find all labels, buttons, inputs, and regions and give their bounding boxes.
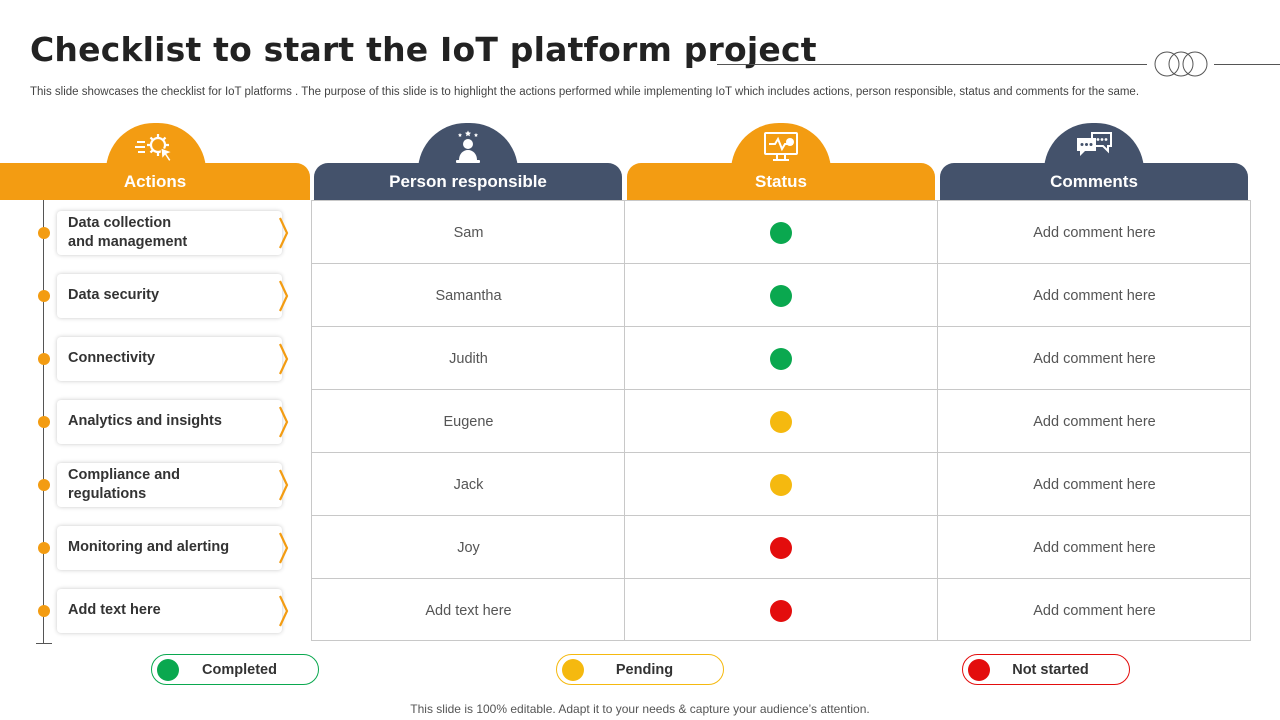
chevron-right-icon bbox=[279, 280, 289, 311]
legend-completed: Completed bbox=[151, 654, 319, 685]
action-label: Data security bbox=[68, 287, 160, 303]
person-cell: Samantha bbox=[435, 287, 502, 304]
legend-label: Not started bbox=[1012, 661, 1089, 678]
person-cell: Sam bbox=[453, 224, 484, 241]
chevron-right-icon bbox=[279, 532, 289, 563]
action-item: Data collection and management bbox=[57, 210, 282, 255]
comment-cell: Add comment here bbox=[1033, 350, 1156, 367]
monitor-status-icon bbox=[764, 132, 798, 161]
action-label: Compliance and regulations bbox=[68, 466, 180, 502]
comment-cell: Add comment here bbox=[1033, 539, 1156, 556]
checklist-table bbox=[311, 200, 1251, 641]
timeline-dot bbox=[38, 226, 50, 239]
legend-dot-not-started bbox=[968, 658, 990, 681]
timeline-dot bbox=[38, 478, 50, 491]
actions-header: Actions bbox=[0, 163, 310, 200]
timeline-dot bbox=[38, 541, 50, 554]
title-divider bbox=[717, 64, 1147, 65]
timeline-dot bbox=[38, 604, 50, 617]
chevron-right-icon bbox=[279, 595, 289, 626]
chevron-right-icon bbox=[279, 469, 289, 500]
person-cell: Judith bbox=[449, 350, 488, 367]
status-dot-not-started bbox=[770, 599, 792, 622]
status-dot-completed bbox=[770, 221, 792, 244]
title-divider-right bbox=[1214, 64, 1280, 65]
timeline-dot bbox=[38, 352, 50, 365]
legend-pending: Pending bbox=[556, 654, 724, 685]
status-dot-not-started bbox=[770, 536, 792, 559]
legend-label: Completed bbox=[202, 661, 277, 678]
action-item: Add text here bbox=[57, 588, 282, 633]
legend-dot-completed bbox=[157, 658, 179, 681]
chevron-right-icon bbox=[279, 217, 289, 248]
legend-dot-pending bbox=[562, 658, 584, 681]
person-cell: Joy bbox=[457, 539, 480, 556]
action-item: Monitoring and alerting bbox=[57, 525, 282, 570]
action-item: Connectivity bbox=[57, 336, 282, 381]
gear-cursor-icon bbox=[135, 134, 174, 163]
footer-note: This slide is 100% editable. Adapt it to… bbox=[410, 702, 870, 716]
action-label: Connectivity bbox=[68, 350, 156, 366]
person-cell: Eugene bbox=[443, 413, 494, 430]
action-label: Add text here bbox=[68, 602, 161, 618]
chat-bubbles-icon bbox=[1077, 132, 1112, 156]
legend-label: Pending bbox=[615, 661, 674, 678]
chevron-right-icon bbox=[279, 343, 289, 374]
comment-cell: Add comment here bbox=[1033, 287, 1156, 304]
comment-cell: Add comment here bbox=[1033, 413, 1156, 430]
person-cell: Jack bbox=[453, 476, 484, 493]
legend-not-started: Not started bbox=[962, 654, 1130, 685]
comment-cell: Add comment here bbox=[1033, 602, 1156, 619]
status-dot-completed bbox=[770, 347, 792, 370]
action-label: Analytics and insights bbox=[68, 413, 222, 429]
rings-icon bbox=[1154, 51, 1208, 77]
action-item: Data security bbox=[57, 273, 282, 318]
status-header: Status bbox=[627, 163, 935, 200]
comment-cell: Add comment here bbox=[1033, 224, 1156, 241]
page-subtitle: This slide showcases the checklist for I… bbox=[30, 86, 1140, 98]
status-dot-pending bbox=[770, 473, 792, 496]
action-label: Data collection and management bbox=[68, 214, 188, 250]
chevron-right-icon bbox=[279, 406, 289, 437]
person-cell: Add text here bbox=[425, 602, 512, 619]
action-label: Monitoring and alerting bbox=[68, 539, 230, 555]
timeline-end-tick bbox=[36, 643, 52, 644]
status-dot-completed bbox=[770, 284, 792, 307]
timeline-dot bbox=[38, 415, 50, 428]
action-item: Compliance and regulations bbox=[57, 462, 282, 507]
status-dot-pending bbox=[770, 410, 792, 433]
page-title: Checklist to start the IoT platform proj… bbox=[30, 30, 817, 69]
person-responsible-header: Person responsible bbox=[314, 163, 622, 200]
person-stars-icon bbox=[456, 130, 480, 163]
timeline-dot bbox=[38, 289, 50, 302]
comments-header: Comments bbox=[940, 163, 1248, 200]
comment-cell: Add comment here bbox=[1033, 476, 1156, 493]
action-item: Analytics and insights bbox=[57, 399, 282, 444]
